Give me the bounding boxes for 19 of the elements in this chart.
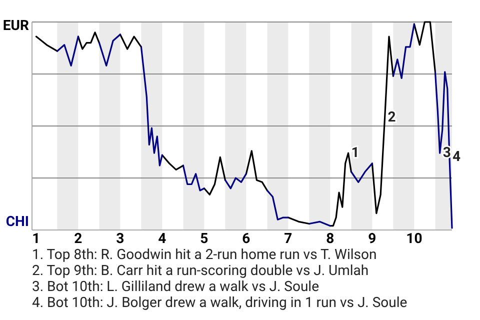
x-tick-label: 7 xyxy=(284,231,292,247)
x-tick-label: 6 xyxy=(242,231,250,247)
text: 3. Bot 10th: L. Gilliland drew a walk vs J. Soule xyxy=(32,279,319,295)
x-tick-label: 10 xyxy=(406,231,422,247)
text: EUR xyxy=(2,18,30,34)
annotation: 1 xyxy=(351,145,360,162)
x-tick-label: 2 xyxy=(74,231,82,247)
annotation: 4 xyxy=(452,149,461,166)
x-tick-label: 1 xyxy=(32,231,40,247)
text: CHI xyxy=(6,214,29,230)
annotation: 2 xyxy=(388,110,396,126)
x-tick-label: 5 xyxy=(200,231,208,247)
text: 4. Bot 10th: J. Bolger drew a walk, driving in 1 run vs J. Soule xyxy=(32,295,408,311)
x-tick-label: 4 xyxy=(158,231,166,247)
text: 1. Top 8th: R. Goodwin hit a 2-run home run vs T. Wilson xyxy=(32,247,377,263)
text: 2. Top 9th: B. Carr hit a run-scoring double vs J. Umlah xyxy=(32,263,369,279)
x-tick-label: 3 xyxy=(116,231,124,247)
x-tick-label: 9 xyxy=(368,231,376,247)
x-tick-label: 8 xyxy=(326,231,334,247)
